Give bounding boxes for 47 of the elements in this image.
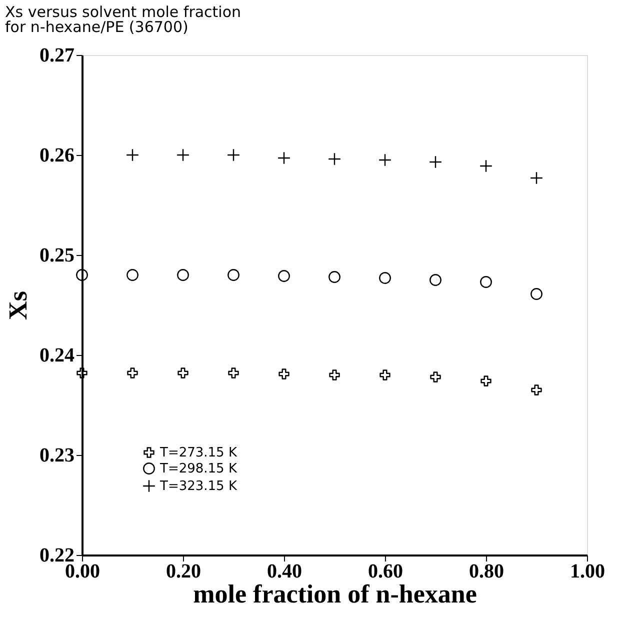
point	[480, 376, 492, 386]
point	[530, 171, 544, 185]
text: Xs versus solvent mole fraction	[5, 3, 242, 21]
point	[278, 368, 290, 380]
point	[430, 274, 442, 286]
y-axis-title: Xs	[4, 291, 32, 320]
y-tick-label: 0.25	[40, 244, 74, 266]
text: for n-hexane/PE (36700)	[5, 18, 188, 36]
point	[379, 272, 391, 284]
x-tick-label: 0.40	[267, 560, 302, 582]
x-axis-title: mole fraction of n-hexane	[193, 580, 477, 608]
y-tick-label: 0.23	[40, 444, 74, 466]
legend-label: T=323.15 K	[159, 479, 238, 494]
legend-label: T=273.15 K	[159, 446, 238, 460]
y-tick-label: 0.26	[40, 144, 74, 166]
point	[177, 269, 189, 281]
point	[226, 148, 240, 162]
point	[178, 368, 188, 378]
point	[530, 288, 542, 300]
point	[428, 155, 442, 169]
point	[126, 269, 138, 281]
point	[127, 368, 138, 378]
point	[479, 159, 493, 173]
point	[278, 270, 290, 282]
point	[228, 269, 240, 281]
point	[76, 269, 88, 281]
point	[531, 384, 542, 396]
point	[430, 372, 441, 382]
x-tick-label: 0.00	[65, 560, 100, 582]
point	[277, 151, 291, 165]
x-tick-label: 0.60	[368, 560, 403, 582]
point	[480, 276, 492, 288]
point	[228, 368, 239, 378]
legend-label: T=298.15 K	[159, 462, 238, 476]
y-tick-label: 0.27	[40, 44, 74, 66]
x-tick-label: 1.00	[570, 560, 605, 582]
point	[380, 370, 390, 380]
point	[126, 148, 140, 162]
y-tick-label: 0.24	[40, 344, 74, 366]
point	[378, 153, 392, 167]
point	[176, 148, 190, 162]
point	[328, 271, 340, 283]
point	[329, 370, 340, 380]
x-tick-label: 0.80	[469, 560, 504, 582]
point	[328, 152, 342, 166]
point	[76, 368, 88, 378]
x-tick-label: 0.20	[166, 560, 201, 582]
